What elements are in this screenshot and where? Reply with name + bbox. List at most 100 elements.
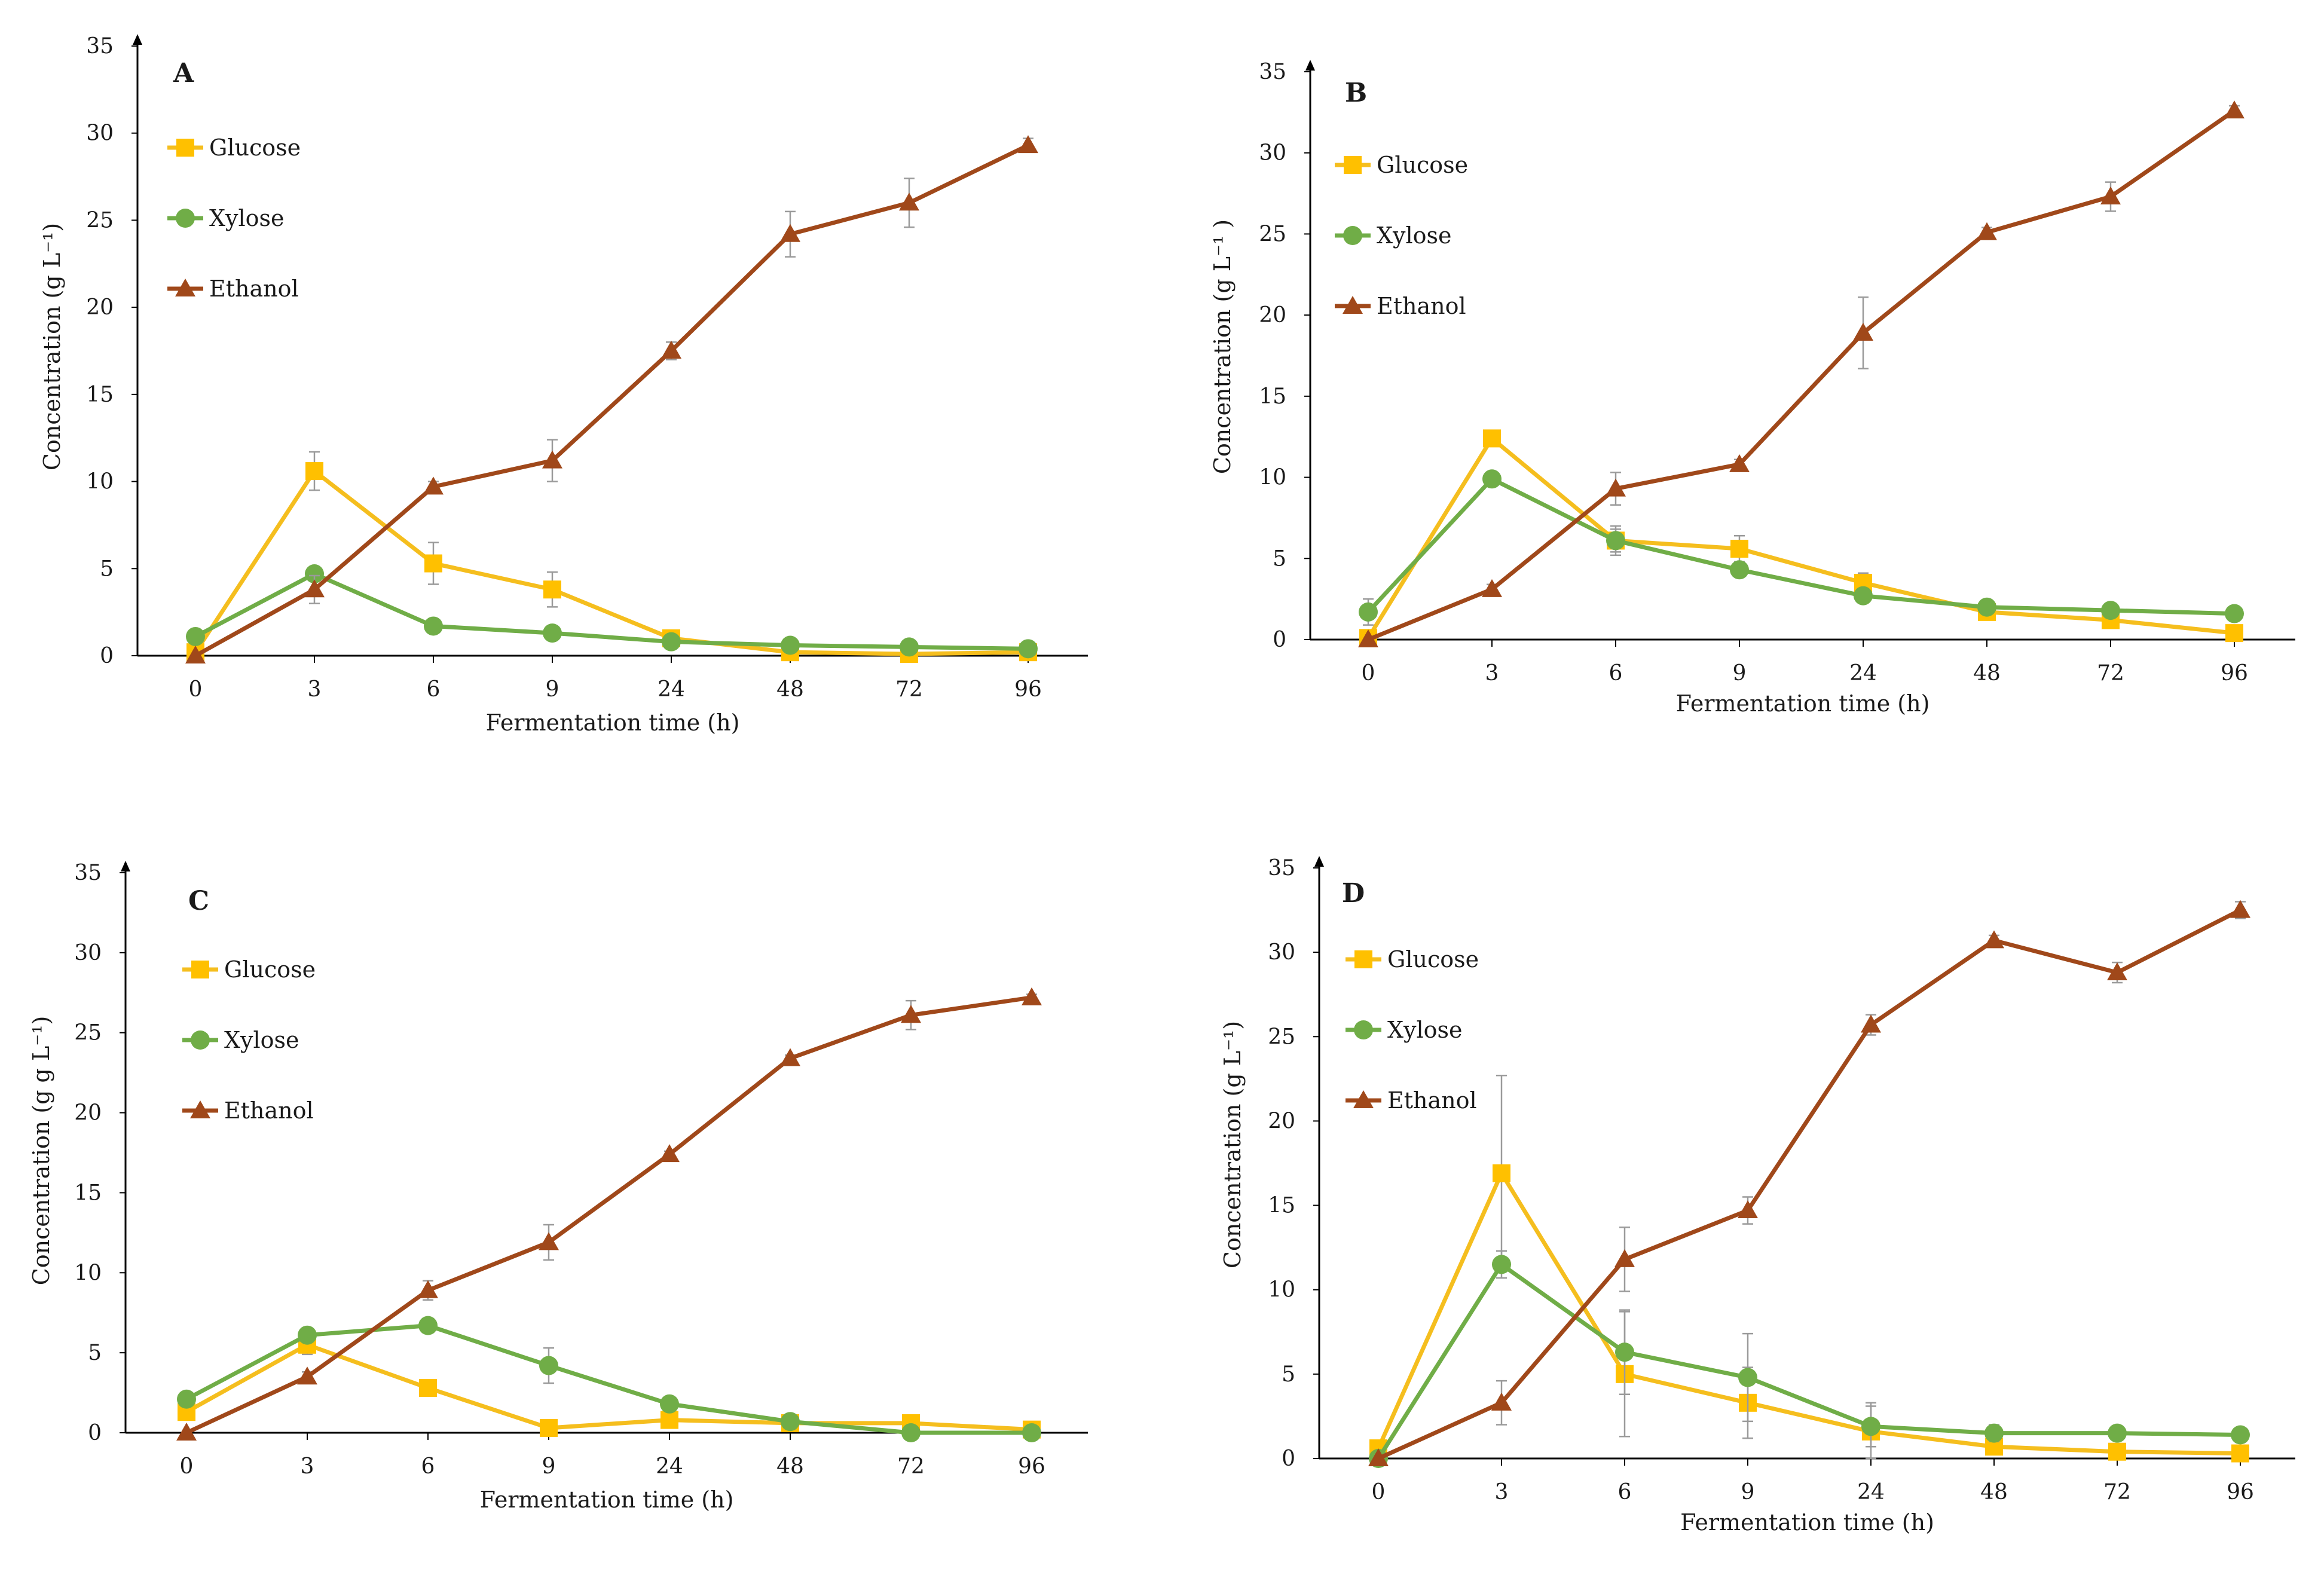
legend: Glucose Xylose Ethanol (1335, 152, 1468, 319)
y-tick-label: 5 (100, 556, 114, 581)
y-tick-label: 0 (88, 1421, 102, 1445)
x-tick-label: 96 (1018, 1454, 1045, 1479)
legend-swatch-marker (190, 1100, 210, 1118)
data-point-glucose (540, 1418, 558, 1437)
y-tick-label: 30 (74, 941, 102, 965)
legend-item-ethanol: Ethanol (1335, 293, 1466, 319)
x-tick-label: 3 (1485, 661, 1499, 686)
legend-swatch-marker (1354, 950, 1372, 968)
data-point-xylose (2108, 1423, 2127, 1443)
data-point-ethanol (780, 1048, 800, 1066)
series-line-xylose (185, 1323, 1032, 1435)
x-tick-label: 9 (542, 1454, 556, 1479)
data-point-glucose (2225, 624, 2243, 643)
data-point-xylose (298, 1325, 317, 1345)
data-point-glucose (305, 462, 323, 481)
legend-label: Glucose (1377, 152, 1468, 178)
data-point-xylose (177, 1389, 196, 1409)
y-tick-label: 15 (1268, 1194, 1295, 1218)
series-line-xylose (1377, 1262, 2241, 1460)
data-point-xylose (900, 637, 919, 657)
data-point-ethanol (304, 579, 325, 598)
panel-letter: B (1345, 78, 1367, 108)
panel-letter: D (1342, 878, 1365, 909)
data-point-xylose (186, 626, 205, 646)
data-point-ethanol (661, 341, 681, 359)
y-tick-label: 25 (86, 208, 114, 233)
data-point-xylose (305, 564, 324, 584)
x-tick-label: 9 (1733, 661, 1747, 686)
series-line-ethanol (1377, 908, 2242, 1461)
x-tick-label: 3 (301, 1454, 314, 1479)
series-line-ethanol (185, 995, 1032, 1435)
x-tick-label: 0 (1372, 1480, 1386, 1504)
series-ethanol (1368, 900, 2250, 1466)
x-tick-label: 72 (2103, 1480, 2131, 1504)
x-tick-label: 24 (1857, 1480, 1885, 1504)
data-point-ethanol (1853, 323, 1873, 341)
x-tick-label: 72 (2097, 661, 2124, 686)
series-ethanol (1358, 100, 2245, 647)
y-axis-title: Concentration (g g L⁻¹) (28, 1016, 54, 1286)
y-tick-label: 20 (1268, 1109, 1295, 1133)
y-tick-label: 35 (1259, 60, 1286, 84)
y-tick-label: 5 (88, 1341, 102, 1365)
y-tick-label: 5 (1273, 546, 1286, 571)
data-point-xylose (660, 1394, 679, 1414)
series-glucose (186, 451, 1037, 663)
legend-label: Xylose (224, 1027, 299, 1053)
legend-swatch-marker (1344, 156, 1362, 174)
data-point-xylose (662, 632, 681, 652)
y-tick-label: 30 (1268, 940, 1295, 965)
series-xylose (186, 564, 1038, 659)
x-tick-label: 96 (1014, 677, 1042, 702)
y-tick-label: 15 (86, 383, 114, 407)
legend-item-ethanol: Ethanol (167, 276, 299, 302)
legend-label: Xylose (209, 205, 285, 231)
legend-label: Ethanol (1377, 293, 1466, 319)
chart-panel-c: 0 5 10 15 20 25 30 35 0 3 6 9 24 48 72 96 Fermentation t… (28, 861, 1088, 1513)
legend-swatch-marker (175, 279, 195, 296)
panel-letter: A (173, 58, 194, 88)
x-tick-label: 96 (2227, 1480, 2254, 1504)
data-point-glucose (1483, 429, 1501, 448)
y-axis-arrow (1314, 856, 1324, 867)
data-point-xylose (901, 1423, 921, 1442)
legend-label: Xylose (1377, 222, 1452, 249)
y-axis-arrow (133, 34, 142, 45)
legend-label: Xylose (1387, 1017, 1463, 1043)
legend-label: Glucose (209, 134, 301, 161)
y-tick-label: 35 (74, 861, 102, 885)
data-point-xylose (2225, 604, 2244, 623)
data-point-xylose (539, 1356, 558, 1375)
chart-panel-a: 0 5 10 15 20 25 30 35 0 3 6 9 24 48 72 96 Fermentation t… (39, 34, 1088, 736)
legend-item-xylose: Xylose (167, 205, 285, 231)
data-point-ethanol (423, 476, 444, 495)
data-point-xylose (1606, 531, 1625, 551)
series-ethanol (176, 987, 1042, 1441)
y-tick-label: 35 (86, 34, 114, 59)
y-tick-label: 15 (1259, 384, 1286, 409)
legend-label: Ethanol (224, 1097, 314, 1124)
x-tick-label: 48 (1973, 661, 2001, 686)
chart-panel-d: 0 5 10 15 20 25 30 35 0 3 6 9 24 48 72 96 Fermentation t… (1219, 856, 2295, 1536)
data-point-ethanol (185, 646, 206, 663)
y-tick-label: 10 (1259, 466, 1286, 490)
y-tick-label: 30 (1259, 141, 1286, 166)
legend-item-xylose: Xylose (1335, 222, 1452, 249)
series-line-xylose (194, 571, 1029, 651)
data-point-ethanol (542, 450, 562, 469)
series-xylose (1369, 1250, 2250, 1468)
legend-item-glucose: Glucose (182, 956, 316, 983)
data-point-ethanol (1977, 222, 1997, 240)
data-point-ethanol (1491, 1392, 1512, 1411)
legend-item-ethanol: Ethanol (182, 1097, 314, 1124)
data-point-xylose (1738, 1368, 1757, 1387)
x-axis-title: Fermentation time (h) (486, 710, 740, 736)
series-line-ethanol (1367, 109, 2236, 642)
data-point-glucose (2231, 1444, 2249, 1463)
legend: Glucose Xylose Ethanol (182, 956, 316, 1124)
data-point-glucose (1730, 540, 1748, 558)
data-point-ethanol (2100, 186, 2121, 204)
data-point-ethanol (780, 224, 800, 242)
